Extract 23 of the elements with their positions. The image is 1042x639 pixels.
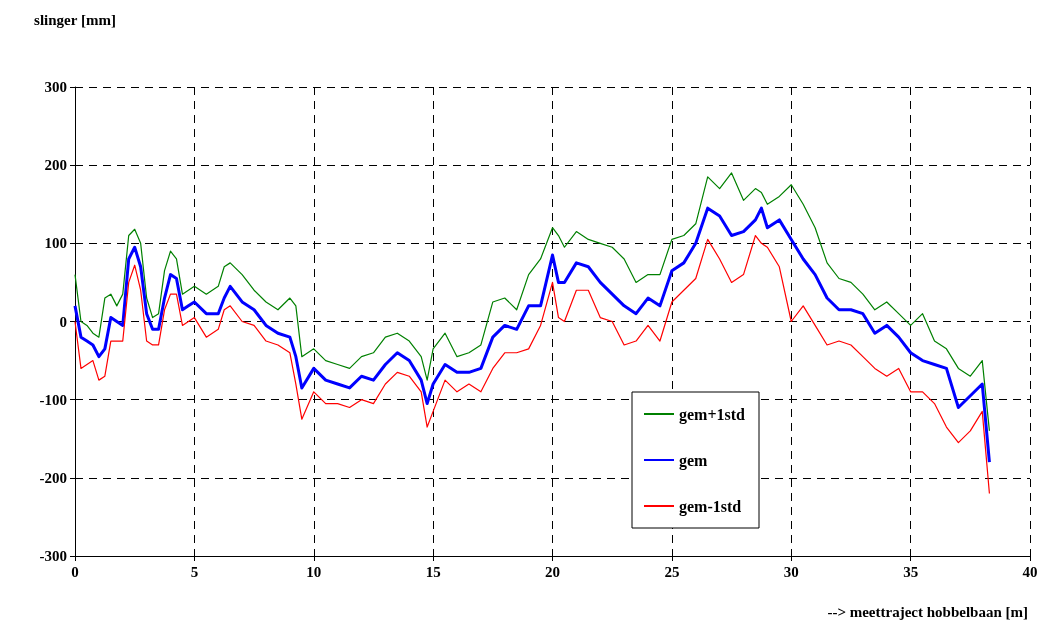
y-tick-label: 100 (44, 235, 67, 252)
x-tick-label: 5 (190, 563, 199, 580)
legend-label: gem-1std (679, 497, 742, 516)
legend-label: gem+1std (679, 405, 746, 424)
line-series (74, 234, 991, 495)
y-tick-label: 200 (44, 157, 67, 174)
y-axis-title: slinger [mm] (34, 11, 116, 28)
y-tick-label: -100 (39, 391, 67, 408)
legend-label: gem (679, 451, 709, 470)
x-tick-label: 15 (425, 563, 441, 580)
line-series (74, 172, 991, 432)
y-tick-label: -300 (39, 548, 67, 564)
x-tick-label: 20 (545, 563, 560, 580)
x-tick-label: 40 (1022, 563, 1038, 580)
y-tick-label: 0 (59, 313, 67, 330)
y-tick-label: 300 (44, 79, 67, 95)
x-tick-label: 10 (306, 563, 322, 580)
x-tick-label: 0 (71, 563, 79, 580)
x-tick-label: 30 (783, 563, 799, 580)
x-axis-title: --> meettraject hobbelbaan [m] (827, 603, 1028, 620)
x-tick-label: 25 (664, 563, 680, 580)
y-tick-label: -200 (39, 469, 67, 486)
x-tick-label: 35 (903, 563, 919, 580)
